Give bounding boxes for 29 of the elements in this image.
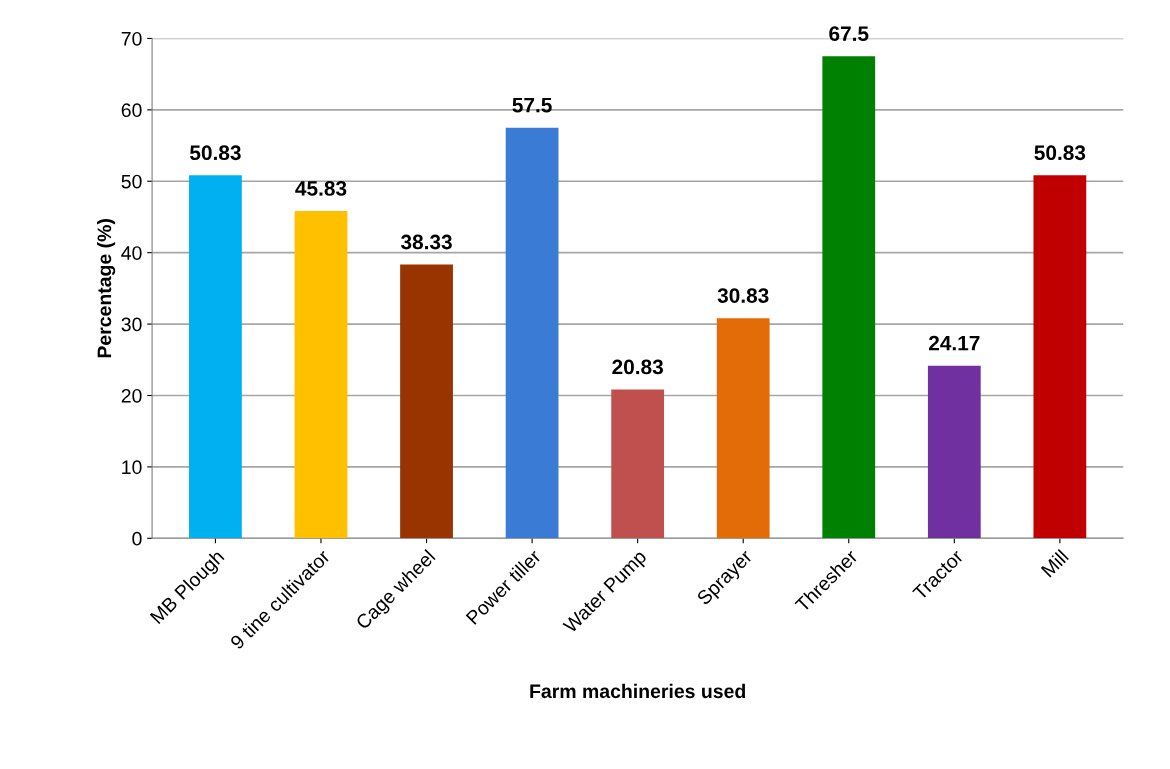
bar <box>1033 175 1087 539</box>
data-label: 57.5 <box>512 97 552 113</box>
bar <box>716 318 770 539</box>
y-tick-label: 30 <box>121 317 142 332</box>
data-label: 67.5 <box>829 26 869 42</box>
y-axis-title: Percentage (%) <box>96 219 116 358</box>
y-tick-label: 40 <box>121 246 142 260</box>
bar <box>505 127 559 539</box>
bar <box>611 389 665 539</box>
y-tick-label: 20 <box>121 388 142 403</box>
bar <box>294 211 348 539</box>
y-tick-label: 70 <box>121 31 142 46</box>
data-label: 45.83 <box>295 181 347 196</box>
x-axis-title: Farm machineries used <box>530 683 745 699</box>
bar <box>189 175 242 539</box>
x-tick-label: Mill <box>1040 548 1069 578</box>
data-label: 50.83 <box>190 145 241 161</box>
data-label: 38.33 <box>400 234 452 250</box>
y-tick-label: 0 <box>132 531 142 546</box>
data-label: 24.17 <box>928 335 980 351</box>
y-tick-label: 10 <box>122 460 142 475</box>
data-label: 20.83 <box>612 359 663 375</box>
y-tick-label: 50 <box>121 174 142 189</box>
data-label: 30.83 <box>717 288 769 303</box>
bar <box>927 365 981 539</box>
data-label: 50.83 <box>1034 145 1086 161</box>
bar <box>822 56 876 539</box>
bar <box>400 264 453 539</box>
y-tick-label: 60 <box>121 103 142 118</box>
